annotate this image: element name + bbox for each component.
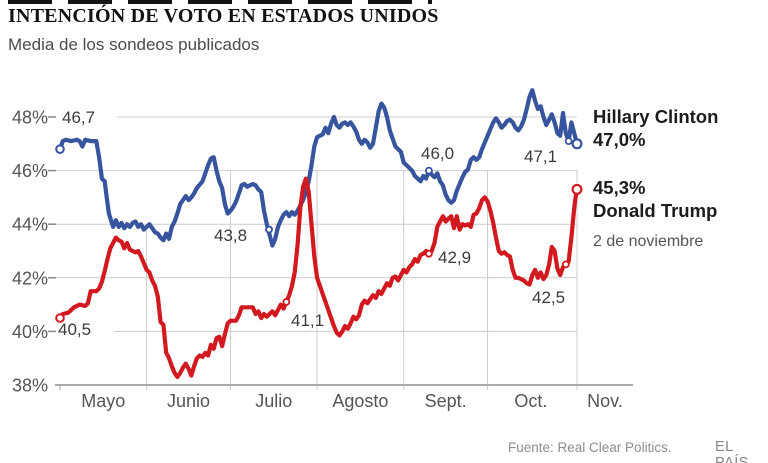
month-label-sept: Sept. [425,391,467,411]
legend-date-note: 2 de noviembre [593,233,704,250]
page-title: INTENCIÓN DE VOTO EN ESTADOS UNIDOS [8,5,439,27]
month-label-julio: Julio [255,391,292,411]
month-label-oct: Oct. [514,391,547,411]
series-endpoint-end-donald-trump [571,183,583,195]
y-tick-label-38: 38% [12,376,48,396]
series-endpoint-start-donald-trump [55,313,65,323]
legend-trump-value: 45,3% [593,177,646,198]
annotation-marker-42-5 [561,260,570,269]
annotation-marker-41-1 [282,298,291,306]
series-endpoint-end-hillary-clinton [571,138,583,150]
annotation-label-46-0: 46,0 [421,144,454,163]
y-tick-label-42: 42% [12,268,48,288]
annotation-marker-43-8 [265,225,273,234]
annotation-label-40-5: 40,5 [58,320,91,339]
month-label-junio: Junio [167,391,210,411]
y-tick-label-40: 40% [12,322,48,342]
footer-brand: EL PAÍS [715,439,749,463]
annotation-label-42-5: 42,5 [532,288,565,307]
annotation-marker-47-1 [564,137,573,146]
annotation-label-46-7: 46,7 [62,108,95,127]
cropped-text-fragments [8,0,432,4]
page-subtitle: Media de los sondeos publicados [8,35,260,54]
month-label-agosto: Agosto [332,391,388,411]
legend-clinton-value: 47,0% [593,129,646,150]
y-tick-label-46: 46% [12,161,48,181]
month-label-mayo: Mayo [81,391,125,411]
y-tick-label-44: 44% [12,215,48,235]
legend-trump-name: Donald Trump [593,200,718,221]
legend-clinton-name: Hillary Clinton [593,106,719,127]
series-endpoint-start-hillary-clinton [55,144,65,154]
annotation-label-42-9: 42,9 [438,248,471,267]
month-label-nov: Nov. [587,391,623,411]
annotation-marker-42-9 [424,249,433,258]
annotation-label-43-8: 43,8 [214,226,247,245]
annotation-label-41-1: 41,1 [291,311,324,330]
series-line-hillary-clinton [57,88,580,248]
annotation-label-47-1: 47,1 [524,147,557,166]
series-line-donald-trump [57,176,580,380]
annotation-marker-46-0 [424,166,433,175]
footer-source: Fuente: Real Clear Politics. [508,440,672,455]
y-tick-label-48: 48% [12,108,48,128]
